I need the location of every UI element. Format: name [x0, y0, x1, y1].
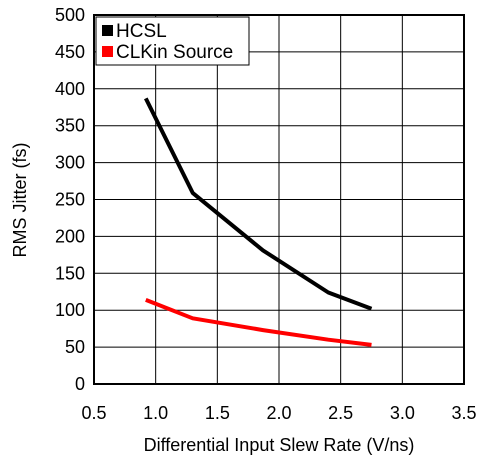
- y-axis-title: RMS Jitter (fs): [10, 143, 30, 258]
- grid: [94, 15, 464, 384]
- x-tick-label: 0.5: [81, 403, 106, 423]
- x-axis-title: Differential Input Slew Rate (V/ns): [144, 435, 415, 455]
- y-tick-label: 300: [55, 153, 85, 173]
- legend-label-0: HCSL: [116, 21, 167, 42]
- y-tick-label: 500: [55, 5, 85, 25]
- x-tick-label: 2.5: [328, 403, 353, 423]
- y-tick-label: 250: [55, 190, 85, 210]
- x-tick-labels: 0.5 1.0 1.5 2.0 2.5 3.0 3.5: [81, 403, 476, 423]
- x-tick-label: 1.0: [143, 403, 168, 423]
- y-tick-label: 200: [55, 226, 85, 246]
- series-line-1: [145, 298, 372, 347]
- legend-label-1: CLKin Source: [116, 42, 233, 63]
- y-tick-labels: 0 50 100 150 200 250 300 350 400 450 500: [55, 5, 85, 394]
- plot-frame: [93, 14, 465, 385]
- series-line-0: [144, 97, 373, 311]
- y-tick-label: 450: [55, 42, 85, 62]
- y-tick-label: 400: [55, 79, 85, 99]
- x-tick-label: 3.5: [451, 403, 476, 423]
- y-tick-label: 50: [65, 337, 85, 357]
- legend-swatch-1: [102, 46, 113, 57]
- series-lines: [144, 97, 373, 347]
- x-tick-label: 3.0: [390, 403, 415, 423]
- legend-swatch-0: [102, 25, 113, 36]
- y-tick-label: 350: [55, 116, 85, 136]
- y-tick-label: 0: [75, 374, 85, 394]
- x-tick-label: 1.5: [205, 403, 230, 423]
- y-tick-label: 150: [55, 263, 85, 283]
- y-tick-label: 100: [55, 300, 85, 320]
- legend-box: [95, 16, 250, 66]
- x-tick-label: 2.0: [266, 403, 291, 423]
